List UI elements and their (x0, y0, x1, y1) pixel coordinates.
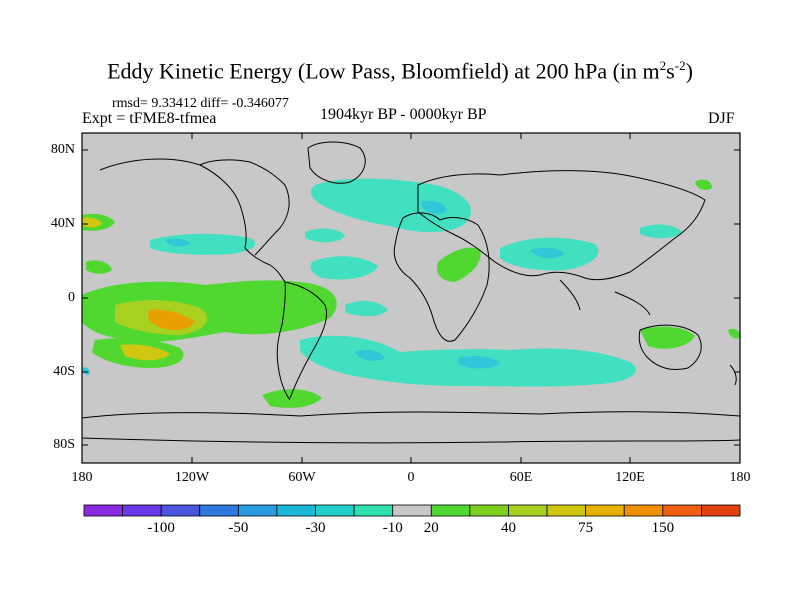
colorbar-swatch (662, 504, 702, 517)
colorbar-swatch (701, 504, 741, 517)
map-field (82, 133, 740, 463)
lon-tick-60e: 60E (509, 470, 533, 485)
lat-tick-40s: 40S (53, 364, 75, 379)
colorbar (83, 504, 741, 517)
period-label: 1904kyr BP - 0000kyr BP (320, 106, 487, 123)
north-pacific-yellow (82, 217, 102, 228)
lon-tick-180w: 180 (71, 470, 93, 485)
north-atlantic-core (420, 200, 447, 214)
sw-atlantic-cyan (82, 367, 90, 375)
lat-tick-0: 0 (68, 290, 75, 305)
colorbar-label: -30 (305, 520, 326, 536)
lon-tick-60w: 60W (288, 470, 316, 485)
colorbar-swatch (237, 504, 278, 517)
lat-tick-80s: 80S (53, 437, 75, 452)
mid-atlantic-anomaly (305, 228, 345, 243)
tropical-pacific-peak (148, 309, 195, 330)
sw-pacific-green-anomaly (728, 328, 740, 339)
lat-tick-40n: 40N (50, 216, 75, 231)
north-pacific-cyan-core (165, 238, 190, 247)
colorbar-label: 150 (651, 520, 675, 536)
southern-ocean-core-2 (458, 356, 500, 369)
lat-tick-80n: 80N (50, 142, 75, 157)
andes-green-anomaly (262, 389, 322, 408)
colorbar-swatch (623, 504, 664, 517)
colorbar-label: -50 (228, 520, 249, 536)
colorbar-swatch (392, 504, 432, 517)
coastlines (82, 141, 740, 444)
north-pacific-cyan (150, 233, 256, 255)
south-pacific-cyan-band (345, 300, 388, 317)
colorbar-swatch (199, 504, 239, 517)
arabian-green-anomaly (436, 247, 481, 282)
lon-tick-0: 0 (407, 470, 415, 485)
pacific-small-green (86, 260, 112, 274)
southern-ocean-core (355, 350, 385, 361)
australia-green-anomaly (640, 326, 695, 349)
colorbar-label: 75 (578, 520, 594, 536)
colorbar-swatch (546, 504, 587, 517)
lon-tick-120w: 120W (174, 470, 210, 485)
colorbar-swatch (83, 504, 123, 517)
colorbar-swatch (585, 504, 625, 517)
stats-text: rmsd= 9.33412 diff= -0.346077 (112, 96, 289, 111)
colorbar-swatch (353, 504, 394, 517)
asia-jet-core (530, 247, 565, 259)
colorbar-label: -10 (382, 520, 403, 536)
axis-ticks (81, 133, 741, 463)
north-atlantic-anomaly (310, 178, 471, 233)
colorbar-swatch (160, 504, 201, 517)
colorbar-label: 40 (500, 520, 516, 536)
experiment-label: Expt = tFME8-tfmea (82, 110, 217, 127)
colorbar-label: 20 (423, 520, 439, 536)
colorbar-swatch (122, 504, 162, 517)
colorbar-swatch (508, 504, 548, 517)
kamchatka-green-anomaly (695, 179, 712, 190)
colorbar-label: -100 (147, 520, 175, 536)
colorbar-swatch (469, 504, 509, 517)
plot-title: Eddy Kinetic Energy (Low Pass, Bloomfiel… (107, 58, 693, 84)
colorbar-swatch (276, 504, 316, 517)
colorbar-swatch (430, 504, 471, 517)
south-pacific-core (120, 344, 170, 361)
season-label: DJF (708, 110, 735, 127)
lon-tick-180e: 180 (729, 470, 751, 485)
japan-cyan-anomaly (640, 224, 682, 239)
colorbar-swatch (315, 504, 355, 517)
east-pacific-cyan (310, 256, 378, 280)
lon-tick-120e: 120E (615, 470, 645, 485)
